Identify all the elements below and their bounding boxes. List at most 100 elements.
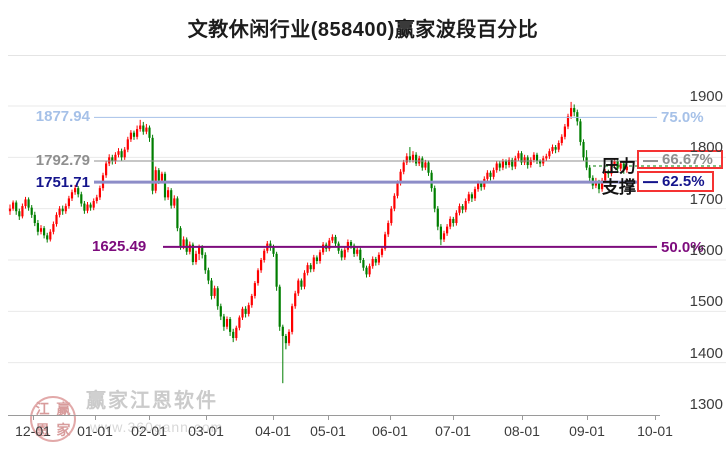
candle-body [253, 283, 256, 296]
candle-body [563, 126, 566, 137]
candle-body [145, 127, 148, 132]
y-axis-label: 1800 [689, 139, 723, 157]
candle-body [33, 214, 36, 224]
candle-body [514, 158, 517, 167]
candle-body [523, 157, 526, 163]
candle-body [49, 231, 52, 240]
candle-body [12, 202, 15, 209]
candle-body [554, 147, 557, 150]
candle-body [442, 233, 446, 240]
candle-body [529, 159, 532, 166]
candle-body [504, 161, 508, 166]
candle-body [163, 173, 167, 198]
candle-body [173, 198, 176, 206]
candle-body [269, 243, 272, 248]
candle-body [353, 245, 356, 254]
candle-body [570, 108, 573, 117]
candle-body [151, 137, 154, 191]
page-title: 文教休闲行业(858400)赢家波段百分比 [187, 19, 539, 41]
candle-body [129, 132, 132, 140]
candle-body [291, 306, 294, 332]
candle-body [148, 127, 151, 138]
candle-body [98, 188, 101, 198]
candle-body [306, 265, 309, 273]
candle-body [139, 125, 142, 130]
y-axis-label: 1300 [689, 395, 723, 413]
candle-body [393, 195, 396, 209]
candle-body [222, 316, 225, 327]
candle-body [15, 202, 18, 212]
candle-body [486, 172, 489, 179]
candle-body [579, 121, 582, 142]
candle-body [198, 247, 201, 254]
candle-body [560, 136, 563, 143]
candle-body [517, 153, 520, 159]
watermark-logo-char: 恩 [35, 421, 50, 438]
candle-body [136, 129, 139, 137]
candle-body [501, 161, 504, 168]
candle-body [194, 253, 198, 263]
candle-body [446, 226, 449, 234]
candle-body [607, 171, 610, 174]
candle-body [225, 319, 229, 327]
candle-body [545, 156, 548, 159]
candle-body [377, 254, 380, 263]
candle-body [284, 335, 287, 344]
candle-body [588, 167, 591, 178]
candle-body [610, 165, 613, 174]
candle-body [294, 293, 297, 307]
candle-body [594, 181, 597, 186]
candle-body [343, 249, 346, 258]
candle-body [58, 208, 61, 215]
candle-body [390, 208, 393, 224]
watermark-logo-char: 江 [35, 400, 50, 417]
candle-body [576, 112, 579, 122]
candle-body [408, 156, 411, 160]
candle-body [27, 199, 30, 208]
candle-body [405, 156, 408, 163]
watermark-logo-char: 赢 [56, 400, 71, 417]
x-axis-label: 12-01 [15, 423, 51, 439]
candle-body [619, 163, 622, 169]
candle-body [117, 151, 120, 155]
candle-body [89, 204, 92, 208]
candle-body [520, 153, 523, 163]
x-axis-label: 01-01 [77, 423, 113, 439]
candle-body [179, 228, 182, 247]
candle-body [362, 259, 365, 268]
candle-body [622, 163, 625, 171]
candle-body [55, 214, 58, 225]
candle-body [204, 254, 207, 271]
candle-body [132, 132, 136, 137]
candle-body [340, 250, 343, 258]
candle-body [421, 158, 424, 168]
candle-body [278, 286, 281, 327]
candle-body [449, 218, 452, 227]
candle-body [52, 224, 55, 232]
candle-body [182, 239, 185, 247]
candle-body [18, 211, 21, 217]
candle-body [154, 170, 157, 191]
candle-body [303, 272, 306, 287]
candle-body [312, 257, 315, 270]
x-axis-label: 09-01 [569, 423, 605, 439]
candle-body [551, 147, 554, 152]
candle-body [365, 267, 368, 275]
candle-body [566, 116, 570, 127]
candle-body [473, 189, 477, 199]
y-axis-label: 1500 [689, 293, 723, 311]
candle-body [61, 208, 64, 212]
candle-body [604, 171, 607, 181]
x-axis-label: 06-01 [372, 423, 408, 439]
candle-body [272, 247, 275, 254]
candle-body [80, 194, 83, 204]
candle-body [244, 308, 247, 314]
candle-body [36, 223, 39, 232]
candle-body [374, 258, 377, 263]
candle-body [256, 270, 260, 284]
pressure-pct-box: 66.67% [637, 150, 723, 169]
candle-body [477, 182, 480, 190]
candle-body [67, 198, 70, 207]
